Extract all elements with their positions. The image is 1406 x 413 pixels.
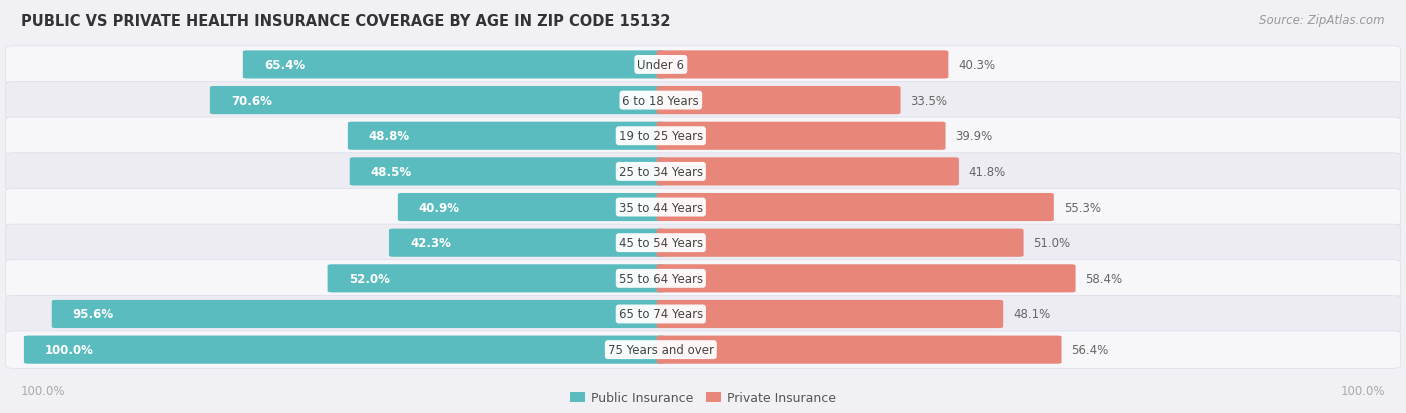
Text: 40.9%: 40.9% — [419, 201, 460, 214]
FancyBboxPatch shape — [24, 336, 665, 364]
Text: 40.3%: 40.3% — [959, 59, 995, 72]
Text: 48.1%: 48.1% — [1012, 308, 1050, 321]
Text: Under 6: Under 6 — [637, 59, 685, 72]
FancyBboxPatch shape — [6, 47, 1400, 84]
Text: 100.0%: 100.0% — [21, 384, 66, 397]
Text: 19 to 25 Years: 19 to 25 Years — [619, 130, 703, 143]
Text: 70.6%: 70.6% — [231, 94, 271, 107]
Text: 52.0%: 52.0% — [349, 272, 389, 285]
FancyBboxPatch shape — [657, 265, 1076, 293]
FancyBboxPatch shape — [347, 122, 665, 150]
Text: 100.0%: 100.0% — [1340, 384, 1385, 397]
Text: PUBLIC VS PRIVATE HEALTH INSURANCE COVERAGE BY AGE IN ZIP CODE 15132: PUBLIC VS PRIVATE HEALTH INSURANCE COVER… — [21, 14, 671, 29]
Text: 41.8%: 41.8% — [969, 166, 1005, 178]
FancyBboxPatch shape — [6, 296, 1400, 333]
FancyBboxPatch shape — [389, 229, 665, 257]
FancyBboxPatch shape — [6, 225, 1400, 262]
FancyBboxPatch shape — [6, 260, 1400, 297]
FancyBboxPatch shape — [6, 331, 1400, 368]
Text: 55.3%: 55.3% — [1063, 201, 1101, 214]
FancyBboxPatch shape — [350, 158, 665, 186]
Text: 65.4%: 65.4% — [264, 59, 305, 72]
FancyBboxPatch shape — [328, 265, 665, 293]
Text: 48.8%: 48.8% — [368, 130, 411, 143]
Text: 45 to 54 Years: 45 to 54 Years — [619, 237, 703, 249]
FancyBboxPatch shape — [398, 193, 665, 221]
FancyBboxPatch shape — [657, 300, 1004, 328]
Text: 39.9%: 39.9% — [956, 130, 993, 143]
Text: 65 to 74 Years: 65 to 74 Years — [619, 308, 703, 321]
Text: 100.0%: 100.0% — [45, 343, 94, 356]
FancyBboxPatch shape — [657, 229, 1024, 257]
FancyBboxPatch shape — [657, 122, 945, 150]
Legend: Public Insurance, Private Insurance: Public Insurance, Private Insurance — [567, 389, 839, 407]
Text: 25 to 34 Years: 25 to 34 Years — [619, 166, 703, 178]
Text: 75 Years and over: 75 Years and over — [607, 343, 714, 356]
FancyBboxPatch shape — [52, 300, 665, 328]
Text: 48.5%: 48.5% — [371, 166, 412, 178]
FancyBboxPatch shape — [243, 51, 665, 79]
Text: 33.5%: 33.5% — [911, 94, 948, 107]
FancyBboxPatch shape — [657, 193, 1054, 221]
Text: 58.4%: 58.4% — [1085, 272, 1122, 285]
Text: 95.6%: 95.6% — [73, 308, 114, 321]
Text: 56.4%: 56.4% — [1071, 343, 1108, 356]
Text: 6 to 18 Years: 6 to 18 Years — [623, 94, 699, 107]
FancyBboxPatch shape — [657, 51, 948, 79]
Text: Source: ZipAtlas.com: Source: ZipAtlas.com — [1260, 14, 1385, 27]
FancyBboxPatch shape — [6, 153, 1400, 190]
Text: 51.0%: 51.0% — [1033, 237, 1070, 249]
Text: 55 to 64 Years: 55 to 64 Years — [619, 272, 703, 285]
FancyBboxPatch shape — [209, 87, 665, 115]
FancyBboxPatch shape — [6, 118, 1400, 155]
FancyBboxPatch shape — [6, 189, 1400, 226]
FancyBboxPatch shape — [657, 336, 1062, 364]
Text: 42.3%: 42.3% — [411, 237, 451, 249]
FancyBboxPatch shape — [6, 82, 1400, 119]
Text: 35 to 44 Years: 35 to 44 Years — [619, 201, 703, 214]
FancyBboxPatch shape — [657, 87, 900, 115]
FancyBboxPatch shape — [657, 158, 959, 186]
